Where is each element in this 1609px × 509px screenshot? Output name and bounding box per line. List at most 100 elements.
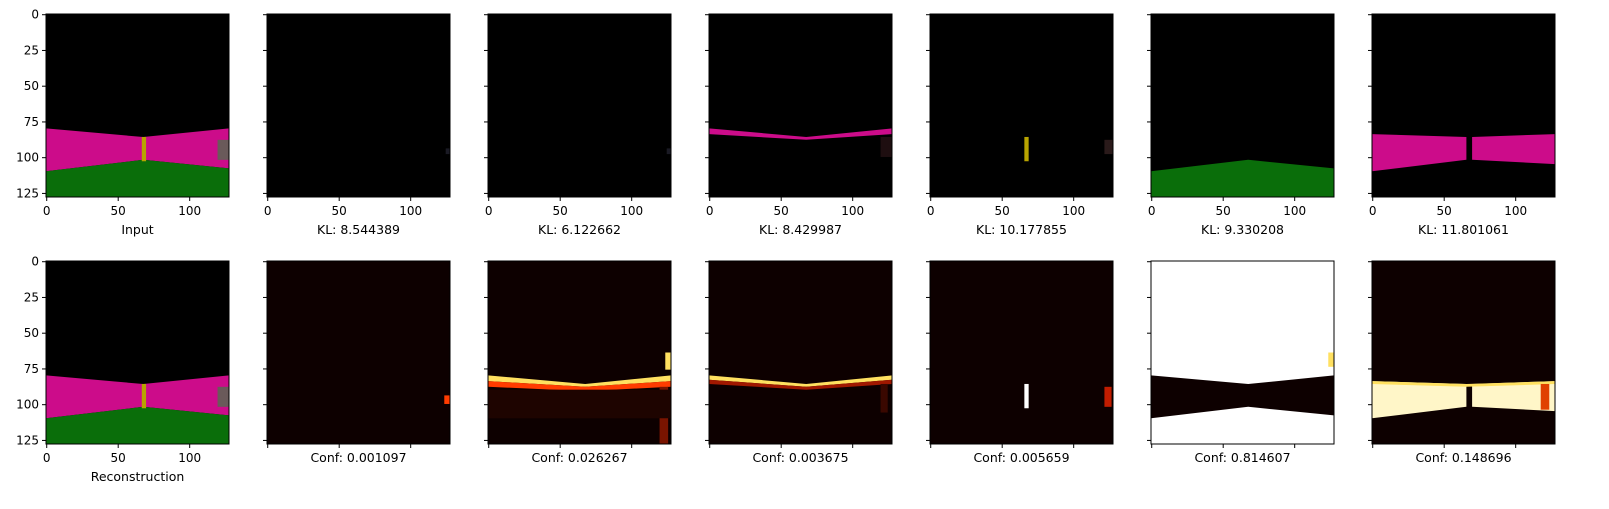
panel-label: Input: [121, 222, 153, 237]
x-tick-label: 0: [264, 204, 272, 218]
x-tick-label: 0: [1148, 204, 1156, 218]
panel-frame: [266, 13, 451, 198]
image-background: [930, 261, 1113, 444]
panel-label: KL: 6.122662: [538, 222, 621, 237]
x-tick-label: 100: [1062, 204, 1085, 218]
x-tick-label: 100: [841, 204, 864, 218]
x-tick-label: 0: [43, 204, 51, 218]
panel-label: Reconstruction: [91, 469, 185, 484]
artifact-region: [880, 136, 892, 157]
heat-road-left: [1372, 381, 1467, 419]
panel-r0-c5: 0 50 100 KL: 9.330208: [1147, 13, 1335, 237]
pole-region: [141, 136, 147, 162]
y-tick-label: 50: [24, 79, 39, 93]
y-tick-label: 75: [24, 362, 39, 376]
panel-label: Conf: 0.003675: [752, 450, 848, 465]
road-region: [46, 128, 229, 172]
x-tick-label: 100: [178, 451, 201, 465]
panel-r0-c1: 0 50 100 KL: 8.544389: [263, 13, 451, 237]
y-tick-label: 125: [16, 433, 39, 447]
y-tick-label: 0: [31, 8, 39, 22]
x-tick-label: 100: [178, 204, 201, 218]
panel-frame: [487, 13, 672, 198]
panel-r0-c4: 0 50 100 KL: 10.177855: [926, 13, 1114, 237]
road-right-region: [1472, 134, 1555, 165]
artifact-region: [217, 139, 229, 160]
heat-spot: [1328, 352, 1334, 367]
panel-r1-c4: Conf: 0.005659: [926, 260, 1114, 465]
artifact-region: [445, 148, 450, 155]
heat-edge-band: [1372, 381, 1555, 387]
panel-r1-c6: Conf: 0.148696: [1368, 260, 1556, 465]
ground-region: [46, 159, 229, 197]
heat-edge-glow: [488, 381, 671, 392]
x-tick-label: 50: [332, 204, 347, 218]
artifact-region: [217, 386, 229, 407]
x-tick-label: 100: [1504, 204, 1527, 218]
y-tick-label: 25: [24, 290, 39, 304]
x-tick-label: 0: [485, 204, 493, 218]
artifact-region: [1104, 139, 1113, 155]
panel-frame: [1371, 13, 1556, 198]
panel-label: KL: 8.544389: [317, 222, 400, 237]
image-background: [709, 14, 892, 197]
image-background: [267, 14, 450, 197]
heat-edge-band: [709, 375, 892, 387]
heat-streak: [1104, 386, 1112, 407]
panel-r1-c3: Conf: 0.003675: [705, 260, 893, 465]
heat-spot: [665, 352, 671, 370]
panel-frame: [487, 260, 672, 445]
road-edge-region: [709, 128, 892, 140]
heat-spot: [444, 395, 450, 404]
heat-streak: [880, 383, 888, 413]
panel-label: Conf: 0.005659: [973, 450, 1069, 465]
image-background: [930, 14, 1113, 197]
x-tick-label: 100: [620, 204, 643, 218]
panel-label: Conf: 0.814607: [1194, 450, 1290, 465]
y-tick-label: 75: [24, 115, 39, 129]
x-tick-label: 50: [1216, 204, 1231, 218]
panel-frame: [1150, 260, 1335, 445]
road-region: [46, 375, 229, 419]
x-tick-label: 50: [111, 451, 126, 465]
x-tick-label: 50: [1437, 204, 1452, 218]
ground-region: [46, 406, 229, 444]
x-tick-label: 100: [399, 204, 422, 218]
panel-label: Conf: 0.148696: [1415, 450, 1511, 465]
x-tick-label: 0: [1369, 204, 1377, 218]
panel-r0-c2: 0 50 100 KL: 6.122662: [484, 13, 672, 237]
road-left-region: [1372, 134, 1467, 172]
panel-frame: [929, 260, 1114, 445]
x-tick-label: 0: [927, 204, 935, 218]
panel-frame: [45, 260, 230, 445]
y-tick-label: 25: [24, 43, 39, 57]
x-tick-label: 50: [774, 204, 789, 218]
panel-frame: [708, 13, 893, 198]
x-tick-label: 50: [111, 204, 126, 218]
y-tick-label: 50: [24, 326, 39, 340]
panel-r1-c2: Conf: 0.026267: [484, 260, 672, 465]
panel-r1-c1: Conf: 0.001097: [263, 260, 451, 465]
image-background: [488, 14, 671, 197]
y-tick-label: 100: [16, 398, 39, 412]
heat-road-right: [1472, 381, 1555, 412]
panel-r1-c0: 0 25 50 75 100 125 0 50 100 Reconstruction: [16, 255, 230, 484]
panel-r1-c5: Conf: 0.814607: [1147, 260, 1335, 465]
heat-edge-band: [488, 375, 671, 387]
heat-haze: [488, 389, 671, 419]
panel-frame: [45, 13, 230, 198]
panel-label: KL: 11.801061: [1418, 222, 1509, 237]
panel-label: Conf: 0.026267: [531, 450, 627, 465]
heat-saturated: [1151, 261, 1334, 444]
panel-label: KL: 8.429987: [759, 222, 842, 237]
x-tick-label: 50: [995, 204, 1010, 218]
panel-frame: [708, 260, 893, 445]
image-background: [1372, 14, 1555, 197]
pole-region: [1024, 136, 1029, 162]
image-background: [1372, 261, 1555, 444]
image-background: [267, 261, 450, 444]
y-tick-label: 125: [16, 186, 39, 200]
y-tick-label: 0: [31, 255, 39, 269]
heat-road-dark: [1151, 375, 1334, 419]
